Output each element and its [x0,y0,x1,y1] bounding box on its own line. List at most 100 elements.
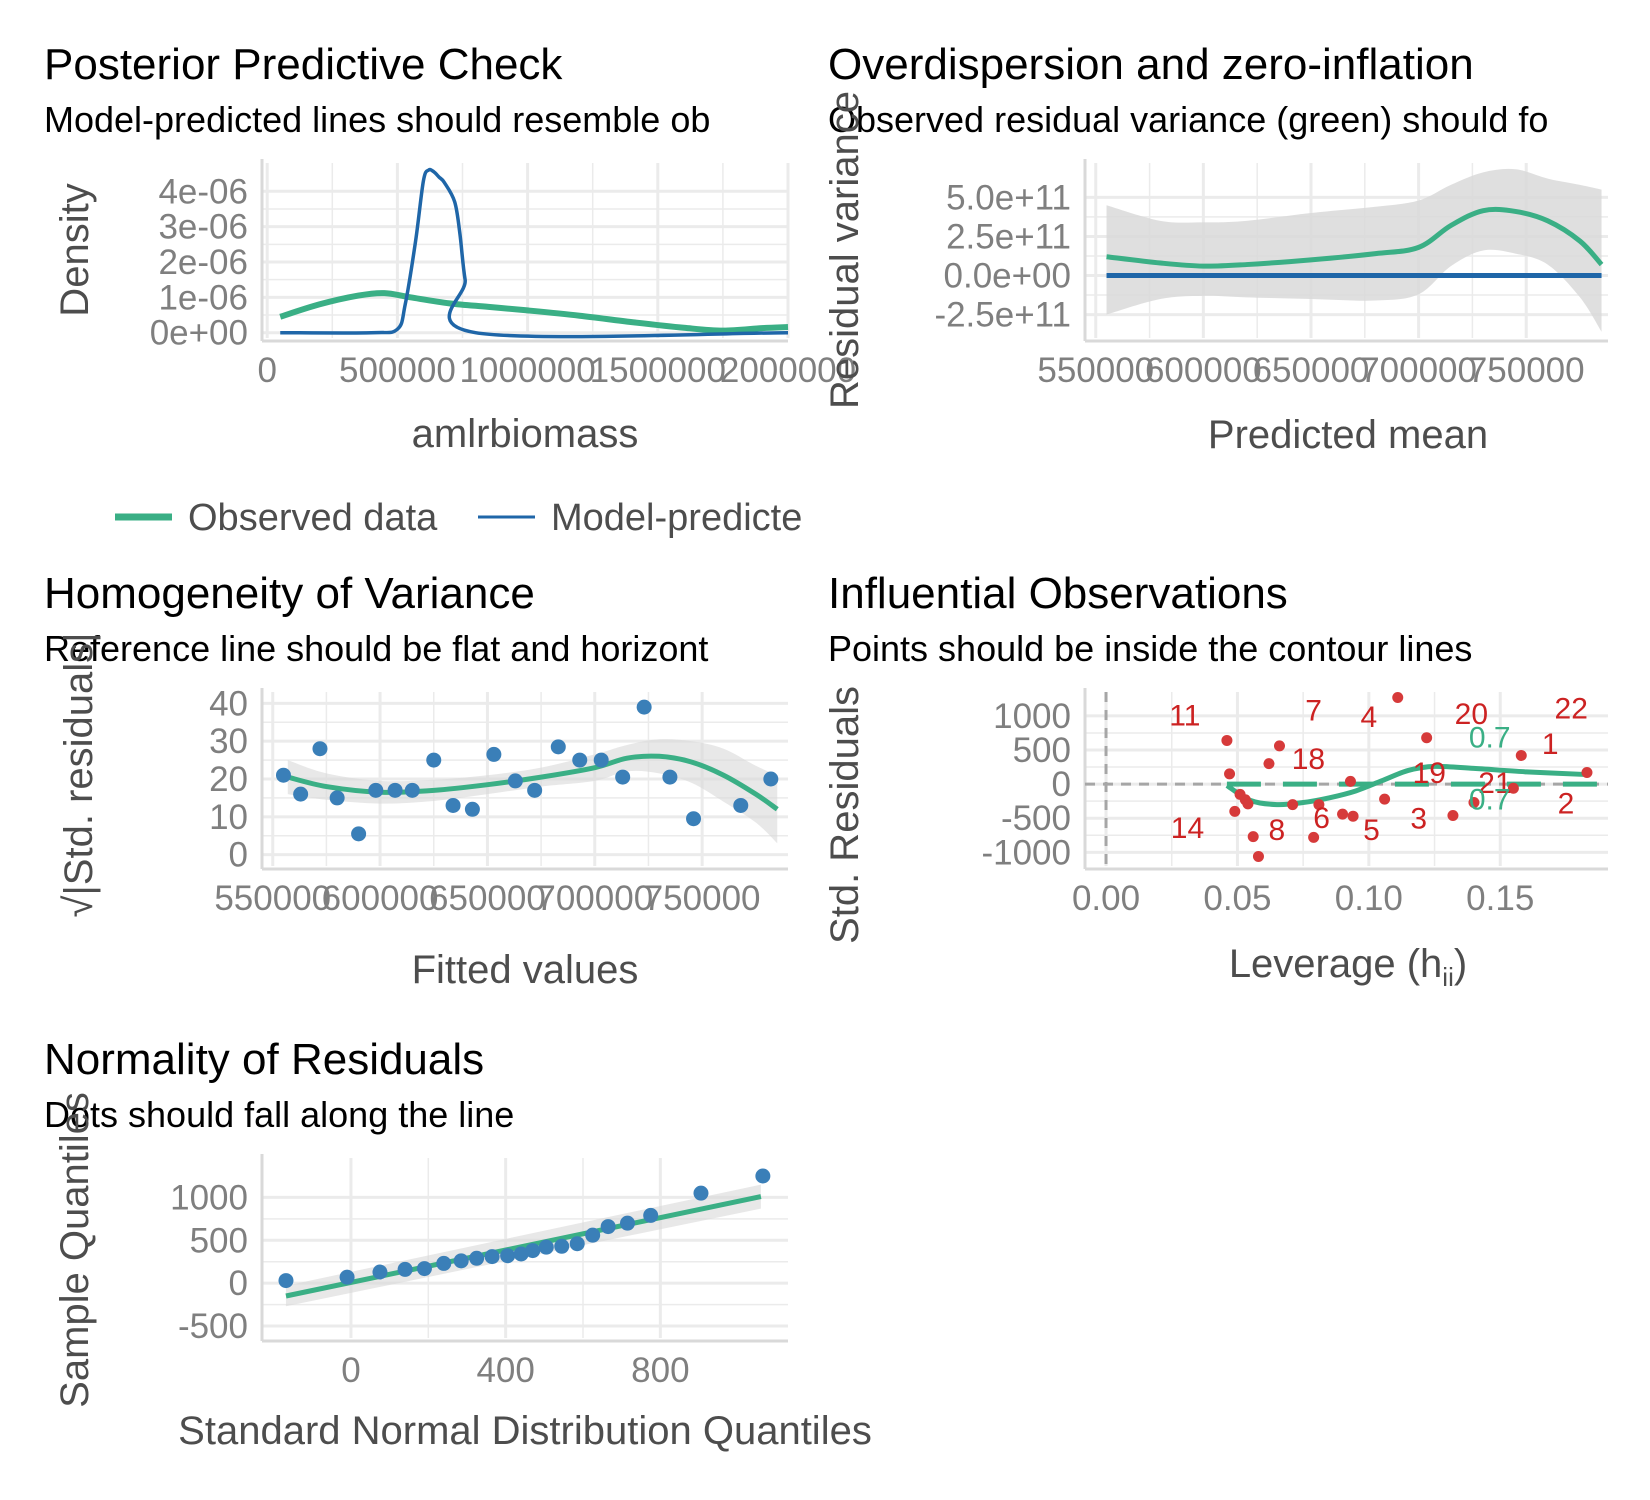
panel-title: Overdispersion and zero-inflation [828,40,1474,89]
plot-area: 0 400 800 -500 0 500 1000 [170,1154,788,1390]
data-point [1379,793,1391,805]
x-axis-label: Predicted mean [1208,413,1488,457]
y-tick-label: -1000 [981,833,1071,872]
series-line-predicted [280,167,789,339]
y-tick-label: 2.5e+11 [946,217,1071,256]
panel-subtitle: Points should be inside the contour line… [828,628,1472,669]
x-tick-label: 600000 [1145,351,1262,390]
x-tick-label: 750000 [1468,351,1585,390]
data-point [1229,805,1241,817]
data-point [615,769,631,785]
series-line-observed [279,290,789,334]
panel-subtitle: Dots should fall along the line [44,1094,514,1135]
y-tick-label: 0 [1052,765,1071,804]
observed-variance-line [1106,206,1604,269]
y-tick-label: -2.5e+11 [934,296,1071,335]
point-label: 3 [1410,802,1427,835]
x-axis-label-subscript: ii [1442,962,1454,992]
x-tick-label: 0.05 [1203,879,1271,918]
data-point [569,1236,585,1252]
point-label: 5 [1363,814,1380,847]
data-point [662,769,678,785]
x-tick-label: 1500000 [590,351,726,390]
x-axis-label: amlrbiomass [412,412,639,456]
y-tick-label: 1000 [170,1178,248,1217]
x-tick-label: 550000 [214,879,331,918]
panel-title: Influential Observations [828,569,1288,618]
data-point [513,1246,529,1262]
y-tick-label: 10 [209,798,248,837]
contour-label: 0.7 [1469,783,1511,816]
data-point [464,801,480,817]
data-point [372,1264,388,1280]
reference-line [285,1194,762,1299]
data-point [1392,691,1404,703]
data-point [329,790,345,806]
data-point [1447,810,1459,822]
panel-normality-of-residuals: Normality of Residuals Dots should fall … [44,1035,872,1453]
x-axis-label: Leverage (hii) [1229,942,1467,992]
point-label: 18 [1292,743,1325,776]
x-axis-label-end: ) [1454,942,1467,986]
point-label: 19 [1413,757,1446,790]
panel-title: Normality of Residuals [44,1035,484,1084]
x-tick-label: 500000 [339,351,456,390]
data-point [1247,831,1259,843]
data-point [351,826,367,842]
x-tick-label: 600000 [322,879,439,918]
data-point [1273,740,1285,752]
x-tick-label: 0 [257,351,276,390]
data-point [527,782,543,798]
data-point [1347,810,1359,822]
x-tick-label: 2000000 [720,351,856,390]
x-tick-label: 1000000 [459,351,595,390]
data-point [1287,799,1299,811]
data-point [1313,799,1325,811]
data-point [1421,732,1433,744]
panel-subtitle: Model-predicted lines should resemble ob [44,99,710,140]
data-point [593,752,609,768]
legend-label-observed: Observed data [188,497,438,539]
data-point [484,1249,500,1265]
y-tick-label: 2e-06 [158,243,248,282]
data-point [554,1238,570,1254]
x-tick-label: 550000 [1037,351,1154,390]
x-tick-label: 800 [631,1351,689,1390]
data-point [339,1269,355,1285]
data-point [550,739,566,755]
data-point [404,782,420,798]
data-point [312,741,328,757]
legend-label-predicted: Model-predicte [551,497,802,539]
y-tick-label: 1000 [993,697,1071,736]
y-tick-label: 3e-06 [158,208,248,247]
y-tick-label: -500 [178,1307,248,1346]
data-point [416,1261,432,1277]
grid [262,163,790,338]
point-label: 8 [1269,814,1286,847]
data-point [1344,775,1356,787]
data-point [1337,808,1349,820]
y-tick-label: 20 [209,760,248,799]
data-point [525,1243,541,1259]
x-tick-label: 400 [476,1351,534,1390]
data-point [619,1215,635,1231]
y-axis-label: Std. Residuals [823,686,867,944]
data-point [368,782,384,798]
data-point [469,1250,485,1266]
point-label: 20 [1455,698,1488,731]
data-point [293,786,309,802]
y-tick-label: 1e-06 [158,278,248,317]
x-tick-label: 700000 [1360,351,1477,390]
data-point [538,1239,554,1255]
data-point [453,1253,469,1269]
data-point [1515,749,1527,761]
panel-influential-observations: Influential Observations Points should b… [823,569,1608,992]
data-point [436,1255,452,1271]
y-tick-label: 5.0e+11 [946,178,1071,217]
y-axis-label: Residual variance [823,91,867,409]
data-point [445,797,461,813]
